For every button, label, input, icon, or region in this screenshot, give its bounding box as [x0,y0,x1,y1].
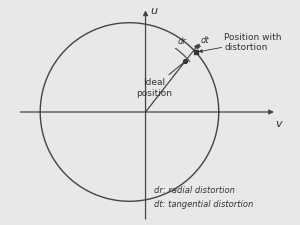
Text: dr: radial distortion: dr: radial distortion [154,185,235,194]
Text: dt: dt [201,35,210,44]
Text: dr: dr [178,37,187,46]
Text: dt: tangential distortion: dt: tangential distortion [154,199,254,208]
Text: u: u [150,6,157,16]
Text: Position with
distortion: Position with distortion [200,33,282,53]
Text: Ideal
position: Ideal position [136,64,183,97]
Text: v: v [275,119,282,129]
